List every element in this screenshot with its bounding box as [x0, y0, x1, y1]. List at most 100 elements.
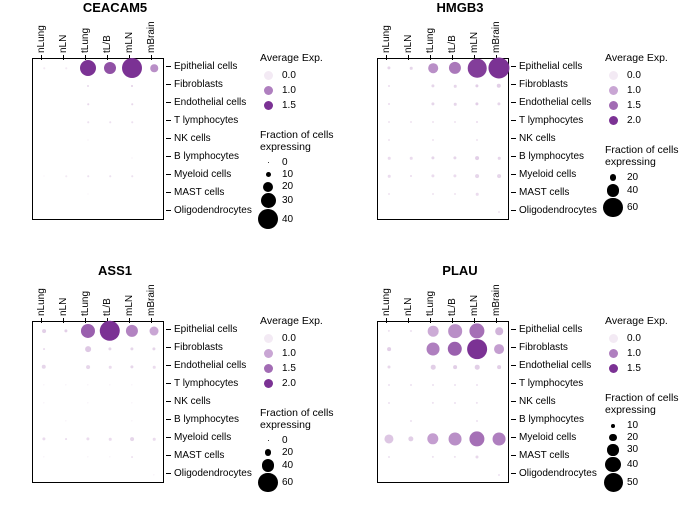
- dot: [476, 121, 478, 123]
- legend-exp-swatch: [609, 349, 618, 358]
- legend-exp-row: 1.5: [605, 361, 685, 376]
- dot: [150, 64, 158, 72]
- x-axis-label: tLung: [425, 28, 436, 60]
- legend-size-row: 20: [260, 181, 350, 192]
- dot: [468, 59, 487, 78]
- x-axis-label-text: nLung: [36, 288, 47, 316]
- y-axis-label-text: MAST cells: [519, 450, 569, 461]
- y-axis-label: B lymphocytes: [166, 152, 239, 162]
- y-axis-label-text: MAST cells: [174, 187, 224, 198]
- legend-size-value: 20: [627, 432, 638, 443]
- dot: [87, 384, 88, 385]
- legend-exp-value: 1.0: [627, 85, 641, 96]
- dot: [432, 384, 434, 386]
- y-axis-label-text: T lymphocytes: [519, 115, 583, 126]
- dot: [100, 321, 120, 341]
- y-axis-label-text: Myeloid cells: [519, 169, 576, 180]
- y-axis-label-text: NK cells: [174, 133, 211, 144]
- dot: [410, 67, 413, 70]
- dot: [454, 402, 456, 404]
- legend-exp-value: 1.0: [627, 348, 641, 359]
- dot: [497, 174, 501, 178]
- dot: [130, 365, 133, 368]
- legend-size-swatch: [603, 198, 622, 217]
- y-axis-label: T lymphocytes: [166, 379, 238, 389]
- legend-exp-row: 1.0: [260, 346, 350, 361]
- legend-exp-swatch: [609, 101, 618, 110]
- dot: [388, 193, 390, 195]
- dot: [388, 402, 390, 404]
- legend-size-swatch: [258, 209, 278, 229]
- y-axis-label-text: T lymphocytes: [174, 115, 238, 126]
- legend-size-row: 40: [260, 459, 350, 472]
- y-axis-label-text: Fibroblasts: [519, 342, 568, 353]
- y-axis-label: B lymphocytes: [511, 415, 584, 425]
- legend-exp-row: 1.5: [260, 98, 350, 113]
- legend-exp-title: Average Exp.: [260, 315, 350, 327]
- x-axis-label: nLung: [381, 288, 392, 323]
- x-axis-label-text: nLN: [58, 298, 69, 316]
- dot: [85, 346, 91, 352]
- dot: [408, 436, 413, 441]
- legend-size-value: 40: [627, 459, 638, 470]
- dot: [427, 433, 438, 444]
- x-axis-label-text: nLung: [381, 288, 392, 316]
- dot: [495, 327, 503, 335]
- y-axis-label: Endothelial cells: [511, 98, 591, 108]
- legend-size-value: 0: [282, 435, 288, 446]
- dot: [81, 324, 95, 338]
- legend-size-row: 60: [605, 198, 685, 217]
- y-axis-label-text: B lymphocytes: [519, 151, 584, 162]
- x-axis-label-text: nLung: [381, 25, 392, 53]
- dot: [87, 103, 89, 105]
- legend-exp-value: 1.5: [627, 100, 641, 111]
- dot: [130, 437, 134, 441]
- x-axis-label-text: mBrain: [146, 284, 157, 316]
- legend-exp-value: 1.0: [282, 348, 296, 359]
- legend-exp-swatch: [264, 379, 273, 388]
- dot: [475, 455, 478, 458]
- legend-exp-swatch: [609, 86, 618, 95]
- dot: [453, 174, 456, 177]
- dot: [132, 158, 133, 159]
- legend-size-swatch: [268, 162, 269, 163]
- legend-size-value: 20: [627, 172, 638, 183]
- legend-exp-row: 1.0: [605, 83, 685, 98]
- dot: [109, 384, 110, 385]
- dot: [388, 384, 390, 386]
- panel-plau: PLAUnLungnLNtLungtL/BmLNmBrainEpithelial…: [345, 263, 685, 523]
- dot: [453, 156, 456, 159]
- y-axis-label: Endothelial cells: [511, 361, 591, 371]
- dot: [475, 156, 479, 160]
- y-axis-label: NK cells: [511, 397, 556, 407]
- dot: [65, 420, 66, 421]
- x-axis-label: nLN: [403, 298, 414, 323]
- dot: [109, 438, 112, 441]
- dot: [122, 58, 142, 78]
- y-axis-label: MAST cells: [511, 451, 569, 461]
- x-axis-label-text: tL/B: [447, 35, 458, 53]
- y-axis-label-text: Oligodendrocytes: [174, 468, 252, 479]
- dot: [109, 121, 111, 123]
- legend-size-row: 40: [605, 457, 685, 472]
- panel-ceacam5: CEACAM5nLungnLNtLungtL/BmLNmBrainEpithel…: [0, 0, 340, 260]
- y-axis-label: MAST cells: [166, 451, 224, 461]
- legend-size-value: 60: [282, 477, 293, 488]
- dot: [498, 211, 500, 213]
- y-axis-label: Fibroblasts: [511, 80, 568, 90]
- y-axis-label-text: Oligodendrocytes: [519, 205, 597, 216]
- y-axis-label: NK cells: [166, 134, 211, 144]
- x-axis-label-text: nLN: [403, 298, 414, 316]
- x-axis-label-text: nLN: [403, 35, 414, 53]
- dot: [108, 347, 111, 350]
- x-axis-label-text: mBrain: [491, 21, 502, 53]
- dot: [88, 140, 89, 141]
- y-axis-label-text: Oligodendrocytes: [519, 468, 597, 479]
- legend-size-title: Fraction of cells expressing: [260, 407, 350, 431]
- legend-exp-value: 1.0: [282, 85, 296, 96]
- legend-size-row: 50: [605, 473, 685, 492]
- legend-exp-row: 1.0: [605, 346, 685, 361]
- dot: [454, 456, 456, 458]
- dot: [388, 121, 390, 123]
- dot: [454, 103, 457, 106]
